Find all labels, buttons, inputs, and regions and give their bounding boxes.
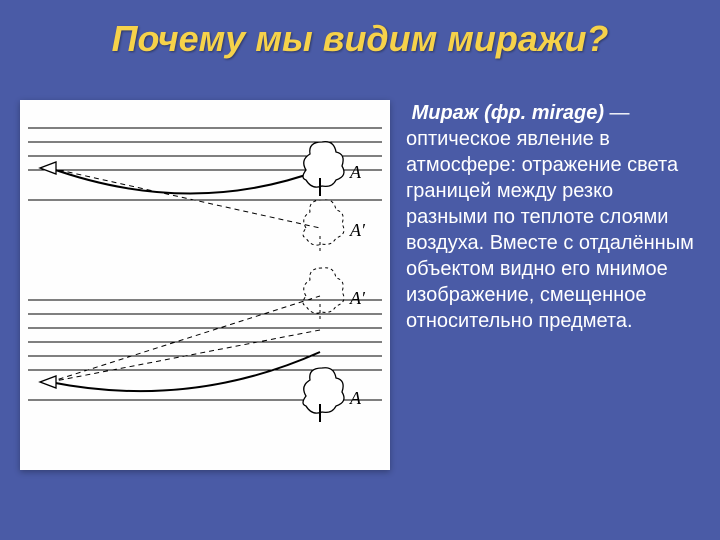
term: Мираж (фр. mirage) [412,102,604,124]
content-area: A A′ A′ A Мираж (фр. mirage) — оптическое я… [20,100,700,520]
definition-text: Мираж (фр. mirage) — оптическое явление … [406,100,700,520]
svg-text:A′: A′ [349,288,366,308]
definition-body: — оптическое явление в атмосфере: отраже… [406,102,694,332]
svg-text:A′: A′ [349,220,366,240]
diagram-svg: A A′ A′ A [20,100,390,470]
svg-text:A: A [349,388,362,408]
mirage-diagram: A A′ A′ A [20,100,390,470]
svg-text:A: A [349,162,362,182]
page-title: Почему мы видим миражи? [0,18,720,60]
